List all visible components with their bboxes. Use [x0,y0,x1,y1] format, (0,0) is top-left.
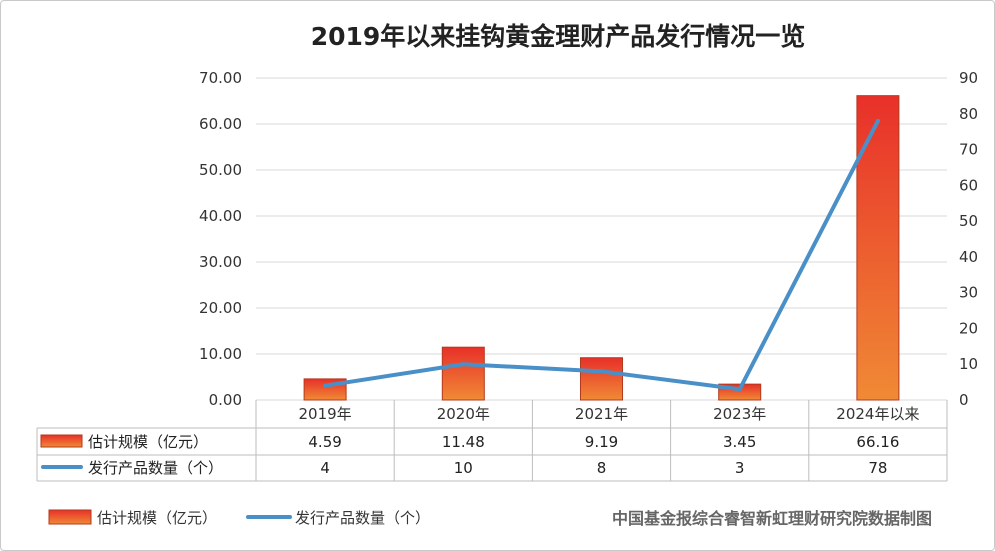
line-segment [461,362,604,374]
line-point [875,118,880,123]
data-label: 9.19 [585,433,618,451]
line-point [737,387,742,392]
line-segment [599,369,742,392]
left-tick-label: 60.00 [199,115,242,133]
data-label: 8 [597,459,607,477]
left-tick-label: 30.00 [199,253,242,271]
legend-line-label: 发行产品数量（个） [295,509,430,527]
left-tick-label: 70.00 [199,69,242,87]
left-tick-label: 40.00 [199,207,242,225]
line-segment [737,118,880,392]
right-tick-label: 80 [959,105,978,123]
data-label: 66.16 [856,433,899,451]
bar [856,95,900,401]
data-label: 11.48 [442,433,485,451]
legend-bar-label: 估计规模（亿元） [97,509,217,527]
data-label: 10 [454,459,473,477]
line-series [323,118,880,392]
left-axis: 0.00 10.00 20.00 30.00 40.00 50.00 60.00 70.00 [199,69,242,409]
right-tick-label: 70 [959,141,978,159]
left-tick-label: 20.00 [199,299,242,317]
right-tick-label: 0 [959,391,969,409]
table-row-label: 发行产品数量（个） [88,459,223,477]
data-label: 3 [735,459,745,477]
data-label: 3.45 [723,433,756,451]
category-label: 2024年以来 [836,405,919,423]
data-label: 4 [320,459,330,477]
line-point [461,362,466,367]
data-label: 4.59 [308,433,341,451]
right-tick-label: 20 [959,319,978,337]
table-row-label: 估计规模（亿元） [88,433,208,451]
line-point [323,383,328,388]
bar [441,346,485,401]
left-tick-label: 50.00 [199,161,242,179]
right-tick-label: 60 [959,176,978,194]
line-point [599,369,604,374]
right-tick-label: 30 [959,284,978,302]
legend: 估计规模（亿元） 发行产品数量（个） [48,509,430,527]
line-segment [323,362,466,388]
right-tick-label: 40 [959,248,978,266]
gridlines [256,77,947,401]
category-label: 2019年 [299,405,352,423]
category-label: 2020年 [437,405,490,423]
data-label: 78 [868,459,887,477]
category-label: 2021年 [575,405,628,423]
legend-bar-swatch [48,509,92,525]
right-axis: 0 10 20 30 40 50 60 70 80 90 [959,69,978,409]
left-tick-label: 10.00 [199,345,242,363]
category-label: 2023年 [713,405,766,423]
right-tick-label: 50 [959,212,978,230]
bar [580,357,623,401]
table-bar-swatch [40,434,83,448]
left-tick-label: 0.00 [209,391,242,409]
right-tick-label: 90 [959,69,978,87]
source-note: 中国基金报综合睿智新虹理财研究院数据制图 [612,509,932,528]
chart-title: 2019年以来挂钩黄金理财产品发行情况一览 [311,22,806,51]
right-tick-label: 10 [959,355,978,373]
